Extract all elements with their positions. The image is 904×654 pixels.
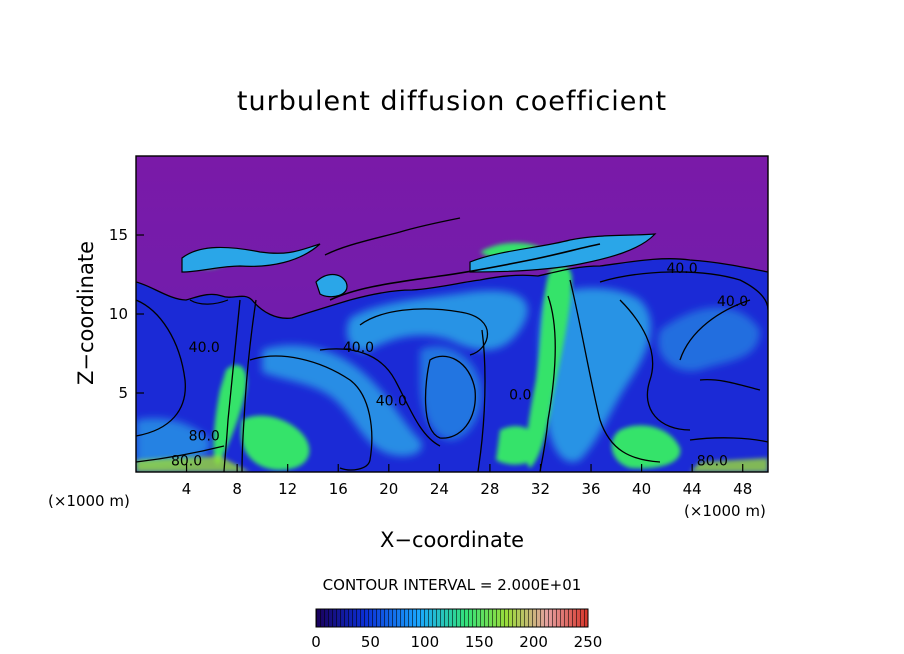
x-tick-label: 24: [429, 480, 449, 498]
x-tick-label: 40: [632, 480, 652, 498]
x-axis-label: X−coordinate: [380, 528, 524, 552]
contour-value-label: 80.0: [171, 454, 202, 470]
x-unit-label: (×1000 m): [684, 502, 766, 520]
contour-value-label: 40.0: [666, 261, 697, 277]
upper-filaments: [181, 217, 657, 305]
x-tick-label: 12: [278, 480, 298, 498]
contour-value-label: 40.0: [189, 340, 220, 356]
colorbar-tick-label: 50: [360, 633, 380, 651]
colorbar-tick-label: 100: [410, 633, 440, 651]
x-tick-label: 32: [530, 480, 551, 498]
contour-value-label: 40.0: [343, 340, 374, 356]
y-axis-label: Z−coordinate: [74, 241, 98, 385]
x-tick-label: 36: [581, 480, 601, 498]
contour-value-label: 80.0: [189, 428, 220, 444]
x-tick-label: 48: [733, 480, 753, 498]
chart-title: turbulent diffusion coefficient: [236, 86, 668, 117]
x-tick-label: 4: [181, 480, 192, 498]
contour-lines: [136, 258, 768, 472]
x-tick-label: 16: [328, 480, 348, 498]
contour-value-label: 0.0: [509, 387, 531, 403]
x-tick-label: 28: [480, 480, 500, 498]
x-tick-label: 8: [232, 480, 242, 498]
colorbar-tick-label: 200: [519, 633, 548, 651]
colorbar-tick-label: 150: [464, 633, 494, 651]
x-tick-label: 20: [379, 480, 399, 498]
y-tick-label: 10: [108, 305, 128, 323]
y-tick-label: 15: [108, 226, 128, 244]
colorbar-tick-label: 0: [311, 633, 321, 651]
colorbar-contour-lines: [316, 609, 588, 627]
y-unit-label: (×1000 m): [48, 492, 130, 510]
contour-value-label: 40.0: [376, 394, 407, 410]
y-tick-label: 5: [118, 384, 128, 402]
colorbar-tick-label: 250: [573, 633, 603, 651]
x-tick-label: 44: [682, 480, 702, 498]
colorbar-frame: [315, 608, 589, 628]
contour-interval-label: CONTOUR INTERVAL = 2.000E+01: [322, 576, 582, 594]
contour-value-label: 80.0: [697, 454, 728, 470]
contour-value-label: 40.0: [717, 294, 748, 310]
